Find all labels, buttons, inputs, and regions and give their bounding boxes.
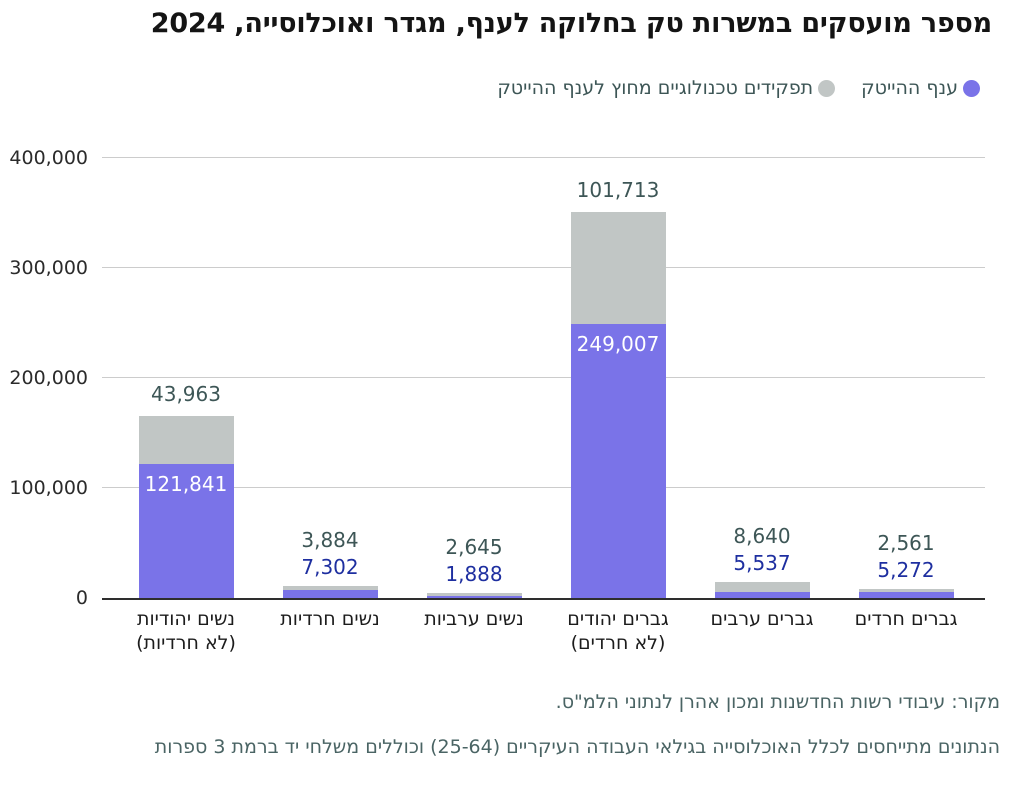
category-label: נשים ערביות: [424, 608, 524, 630]
data-note: הנתונים מתייחסים לכלל האוכלוסייה בגילאי …: [154, 736, 1000, 758]
value-label-tech-outside: 101,713: [576, 178, 660, 203]
category-label: גברים חרדים: [854, 608, 958, 630]
segment-hitech: [282, 589, 378, 598]
stacked-bar: [858, 589, 954, 598]
legend: ענף ההייטק תפקידים טכנולוגיים מחוץ לענף …: [497, 77, 980, 99]
legend-label-tech-outside: תפקידים טכנולוגיים מחוץ לענף ההייטק: [497, 77, 814, 99]
chart-title: מספר מועסקים במשרות טק בחלוקה לענף, מגדר…: [150, 8, 992, 39]
category-label: גברים יהודים (לא חרדים): [567, 608, 669, 654]
segment-hitech: [714, 591, 810, 598]
y-axis-tick-label: 100,000: [9, 477, 88, 499]
legend-item-tech-outside: תפקידים טכנולוגיים מחוץ לענף ההייטק: [497, 77, 836, 99]
value-label-tech-outside: 2,645: [445, 535, 503, 560]
y-axis-tick-label: 300,000: [9, 257, 88, 279]
plot-area: 0 100,000 200,000 300,000 400,000 43,963 121,8…: [9, 147, 985, 609]
value-label-tech-outside: 3,884: [301, 527, 359, 552]
segment-hitech: [138, 463, 234, 598]
footnotes: מקור: עיבודי רשות החדשנות ומכון אהרן לנת…: [155, 691, 1000, 758]
segment-tech-outside: [282, 585, 378, 590]
value-label-hitech: 1,888: [445, 562, 503, 587]
category-label: נשים חרדיות: [280, 608, 380, 630]
gridline: [102, 487, 985, 488]
stacked-bar: [282, 585, 378, 598]
gridline: [102, 377, 985, 378]
segment-tech-outside: [858, 589, 954, 593]
value-label-tech-outside: 2,561: [877, 531, 935, 556]
gridline: [102, 157, 985, 158]
stacked-bar: [426, 593, 522, 598]
value-label-tech-outside: 43,963: [151, 381, 221, 406]
x-axis-labels: נשים יהודיות (לא חרדיות) נשים חרדיות נשים …: [102, 607, 985, 667]
source-note: מקור: עיבודי רשות החדשנות ומכון אהרן לנת…: [555, 691, 1000, 713]
segment-hitech: [858, 592, 954, 598]
value-label-hitech: 5,537: [733, 551, 791, 576]
value-label-hitech: 5,272: [877, 558, 935, 583]
value-label-hitech: 121,841: [144, 471, 228, 496]
stacked-bar: [714, 582, 810, 598]
category-label: גברים ערבים: [710, 608, 814, 630]
legend-item-hitech: ענף ההייטק: [861, 77, 980, 99]
value-label-tech-outside: 8,640: [733, 524, 791, 549]
segment-tech-outside: [426, 593, 522, 596]
category-label: נשים יהודיות (לא חרדיות): [136, 608, 236, 654]
gridline: [102, 267, 985, 268]
y-axis-tick-label: 400,000: [9, 147, 88, 169]
stacked-bar: [570, 212, 666, 598]
value-label-hitech: 7,302: [301, 554, 359, 579]
tech-outside-series-swatch-icon: [818, 79, 836, 97]
segment-tech-outside: [714, 582, 810, 592]
segment-tech-outside: [138, 415, 234, 464]
stacked-bar: [138, 415, 234, 598]
segment-hitech: [570, 324, 666, 598]
legend-label-hitech: ענף ההייטק: [861, 77, 958, 99]
hitech-series-swatch-icon: [963, 79, 980, 97]
segment-tech-outside: [570, 212, 666, 325]
value-label-hitech: 249,007: [576, 332, 660, 357]
y-axis-tick-label: 200,000: [9, 367, 88, 389]
segment-hitech: [426, 595, 522, 598]
y-axis-tick-label: 0: [75, 587, 88, 609]
